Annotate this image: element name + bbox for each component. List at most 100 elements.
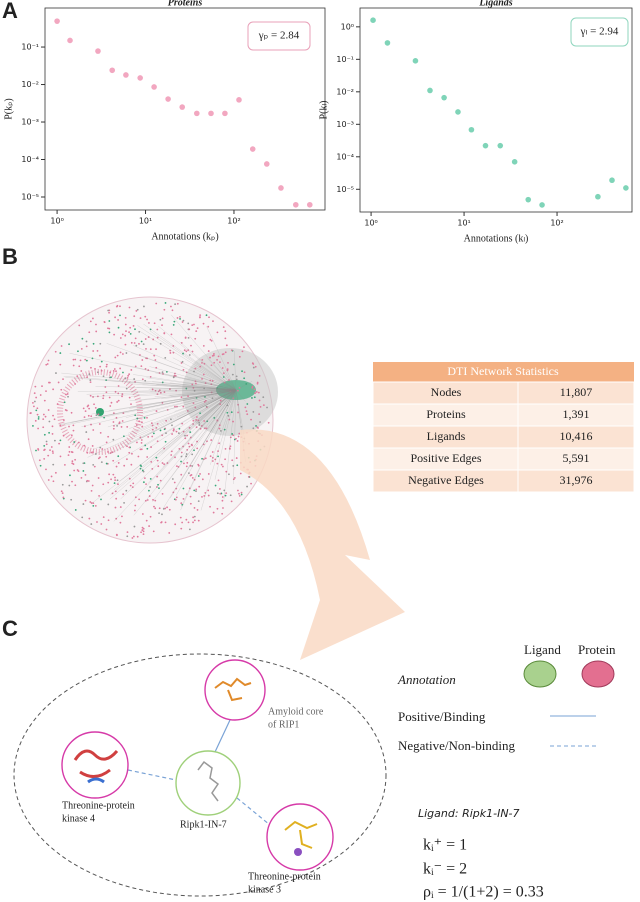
- network-node: [86, 479, 89, 482]
- network-node: [231, 373, 234, 376]
- network-node: [73, 441, 76, 443]
- network-node: [71, 451, 74, 454]
- network-node: [231, 433, 234, 435]
- network-edge: [63, 376, 237, 391]
- network-node: [195, 490, 197, 493]
- network-node: [81, 337, 84, 340]
- network-edge: [107, 389, 237, 428]
- network-node: [112, 427, 115, 430]
- network-node: [55, 372, 57, 374]
- network-node: [257, 391, 260, 394]
- network-node: [152, 498, 154, 501]
- network-node: [227, 361, 229, 364]
- network-node: [132, 482, 135, 485]
- network-node: [51, 450, 54, 453]
- network-node: [252, 366, 255, 369]
- network-node: [117, 483, 119, 486]
- network-node: [219, 361, 221, 364]
- network-edge: [163, 389, 237, 509]
- network-node: [88, 373, 91, 376]
- plot-frame: [359, 7, 633, 213]
- node-label: Ripk1-IN-7: [180, 819, 227, 830]
- network-node: [48, 431, 50, 434]
- network-edge: [235, 381, 253, 391]
- network-node: [250, 418, 252, 421]
- network-node: [152, 530, 155, 533]
- network-node: [149, 515, 152, 518]
- network-edge: [224, 369, 237, 391]
- network-node: [116, 401, 119, 403]
- network-node: [148, 525, 151, 527]
- network-node: [86, 405, 89, 408]
- network-node: [48, 420, 51, 423]
- network-node: [43, 399, 46, 402]
- network-node: [147, 435, 150, 438]
- network-node: [230, 349, 233, 352]
- x-axis-label: Annotations (kₗ): [464, 233, 529, 244]
- network-node: [156, 475, 159, 478]
- network-node: [51, 433, 54, 435]
- network-node: [100, 523, 103, 525]
- network-node: [105, 528, 108, 531]
- protein-node: [204, 659, 266, 721]
- legend-label: Protein: [578, 642, 616, 657]
- network-node: [128, 331, 130, 334]
- network-node: [224, 448, 227, 450]
- network-edge: [179, 341, 237, 391]
- network-edge: [128, 389, 237, 434]
- network-node: [132, 535, 135, 538]
- annotation-box: [570, 17, 629, 47]
- network-node: [188, 328, 191, 331]
- network-node: [188, 528, 191, 531]
- network-node: [197, 475, 200, 477]
- network-node: [77, 350, 79, 353]
- network-node: [74, 484, 77, 487]
- y-tick-label: 10⁻⁵: [21, 192, 39, 201]
- network-node: [192, 521, 194, 524]
- table-row: [372, 403, 635, 427]
- negative-edge: [236, 797, 271, 826]
- network-node: [171, 433, 174, 435]
- network-node: [222, 326, 225, 328]
- network-node: [128, 451, 131, 454]
- network-node: [152, 432, 155, 435]
- network-node: [156, 336, 159, 339]
- data-point: [54, 18, 60, 24]
- node-label: Threonine-protein: [62, 800, 135, 811]
- network-node: [193, 506, 196, 509]
- network-node: [246, 485, 248, 488]
- network-node: [42, 413, 45, 416]
- network-node: [176, 302, 179, 305]
- network-node: [33, 405, 35, 408]
- network-node: [138, 342, 140, 345]
- network-node: [90, 451, 93, 454]
- network-node: [138, 420, 141, 423]
- network-node: [195, 488, 198, 491]
- network-edge: [233, 389, 237, 484]
- network-node: [90, 366, 92, 369]
- network-node: [117, 385, 120, 387]
- network-node: [185, 518, 188, 521]
- network-node: [189, 474, 192, 477]
- network-node: [80, 476, 83, 479]
- data-point: [236, 97, 242, 103]
- network-node: [87, 480, 90, 482]
- network-node: [100, 360, 103, 363]
- network-node: [151, 435, 154, 438]
- network-node: [232, 465, 235, 467]
- network-node: [35, 409, 38, 412]
- data-point: [179, 104, 186, 110]
- network-node: [141, 421, 143, 424]
- example-title: Ligand: Ripk1-IN-7: [418, 807, 520, 820]
- network-node: [210, 439, 213, 441]
- network-node: [141, 425, 144, 428]
- network-node: [84, 499, 87, 502]
- network-node: [184, 437, 187, 440]
- network-node: [157, 483, 159, 486]
- network-node: [164, 521, 167, 524]
- network-node: [50, 446, 53, 448]
- network-node: [191, 324, 194, 327]
- network-node: [158, 487, 160, 490]
- network-node: [258, 374, 261, 377]
- network-edge: [185, 389, 237, 461]
